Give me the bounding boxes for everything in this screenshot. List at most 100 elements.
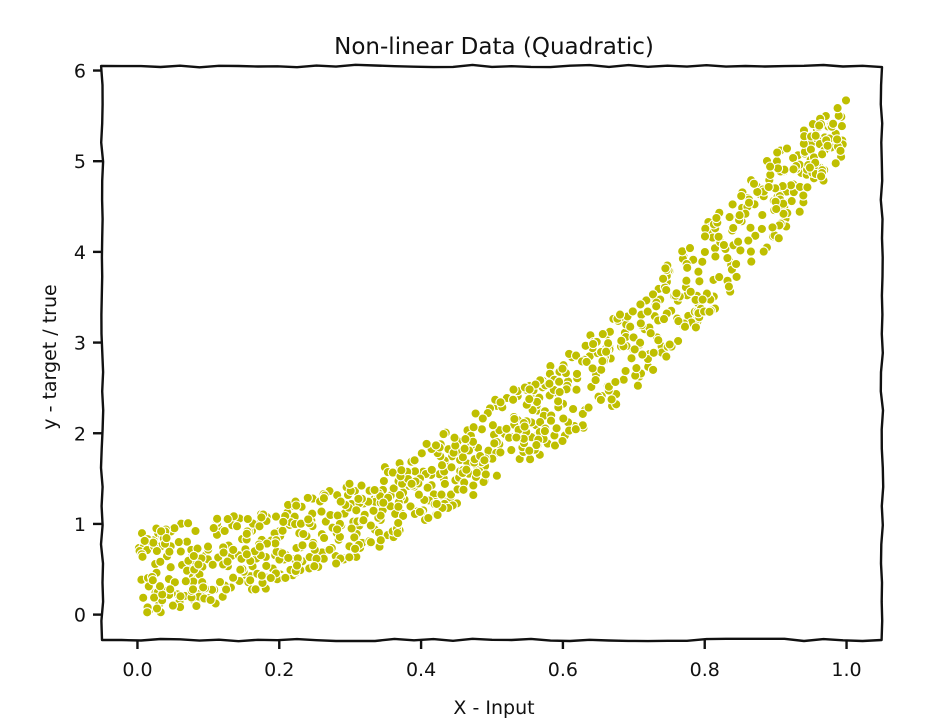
data-point <box>531 439 542 451</box>
data-point <box>679 321 691 332</box>
data-point <box>620 365 631 377</box>
data-point <box>731 271 742 283</box>
data-point <box>491 470 503 481</box>
data-point <box>831 134 843 145</box>
data-point <box>506 444 517 456</box>
data-point <box>835 145 846 156</box>
data-point <box>198 582 209 593</box>
data-point <box>393 501 404 512</box>
data-point <box>711 212 722 224</box>
data-point <box>298 528 309 540</box>
data-point <box>375 510 386 521</box>
data-point <box>446 462 457 473</box>
data-point <box>489 438 500 449</box>
data-point <box>519 421 530 432</box>
data-point <box>495 447 506 458</box>
data-point <box>394 489 406 501</box>
y-axis-label: y - target / true <box>39 284 61 429</box>
data-point <box>175 546 186 557</box>
data-point <box>571 368 583 380</box>
y-tick-label: 0 <box>74 605 86 627</box>
data-point <box>653 335 664 346</box>
data-point <box>618 374 629 385</box>
x-tick-label: 0.6 <box>548 659 578 681</box>
data-point <box>822 140 833 151</box>
data-point <box>648 347 659 358</box>
data-point <box>335 496 346 507</box>
data-point <box>137 551 148 562</box>
data-point <box>524 445 535 456</box>
data-point <box>409 455 420 466</box>
data-point <box>165 562 176 573</box>
data-point <box>758 246 769 257</box>
data-point <box>694 276 705 287</box>
data-point <box>508 384 519 395</box>
data-point <box>802 182 813 193</box>
data-point <box>616 335 627 346</box>
data-point <box>798 190 809 201</box>
x-tick-label: 0.0 <box>122 659 152 681</box>
data-point <box>414 506 426 518</box>
data-point <box>693 266 704 277</box>
data-point <box>710 251 721 262</box>
data-point <box>165 584 176 595</box>
data-point <box>423 512 434 524</box>
data-point <box>346 523 357 534</box>
data-point <box>344 478 355 489</box>
data-point <box>567 403 579 415</box>
data-point <box>745 246 757 257</box>
data-point <box>173 536 184 548</box>
data-point <box>396 465 407 476</box>
data-point <box>661 351 672 362</box>
data-point <box>832 102 843 114</box>
data-point <box>632 380 644 391</box>
data-point <box>397 510 409 522</box>
data-point <box>626 353 637 364</box>
data-point <box>635 299 646 310</box>
data-point <box>661 284 672 296</box>
data-point <box>480 469 491 480</box>
data-point <box>245 575 256 586</box>
data-point <box>256 570 267 581</box>
data-point <box>597 355 608 367</box>
data-point <box>697 294 708 305</box>
data-point <box>344 552 355 563</box>
data-point <box>699 246 711 258</box>
x-axis-label: X - Input <box>453 697 534 719</box>
data-point <box>157 589 168 600</box>
data-point <box>587 363 598 374</box>
data-point <box>138 592 149 603</box>
data-point <box>228 544 239 556</box>
data-point <box>351 505 362 516</box>
data-point <box>750 230 761 241</box>
data-point <box>735 245 746 256</box>
data-point <box>763 181 774 193</box>
data-point <box>161 532 172 544</box>
data-point <box>471 467 482 478</box>
data-point <box>732 236 744 247</box>
data-point <box>202 541 214 552</box>
data-point <box>365 537 377 548</box>
data-point <box>461 464 472 475</box>
y-tick-label: 6 <box>74 61 86 83</box>
data-point <box>597 328 608 340</box>
data-point <box>169 577 181 588</box>
data-point <box>713 231 724 242</box>
data-point <box>413 489 425 500</box>
data-point <box>557 363 568 374</box>
data-point <box>545 415 557 426</box>
data-point <box>220 584 232 595</box>
data-point <box>724 211 735 223</box>
data-point <box>256 512 267 523</box>
data-point <box>524 454 536 465</box>
data-point <box>664 339 675 350</box>
data-point <box>208 522 219 534</box>
data-point <box>714 271 725 283</box>
data-point <box>736 190 747 202</box>
data-point <box>682 262 693 273</box>
data-point <box>637 349 648 360</box>
data-point <box>154 581 166 592</box>
data-point <box>222 556 233 567</box>
y-tick-label: 5 <box>74 151 86 173</box>
data-point <box>479 455 490 466</box>
